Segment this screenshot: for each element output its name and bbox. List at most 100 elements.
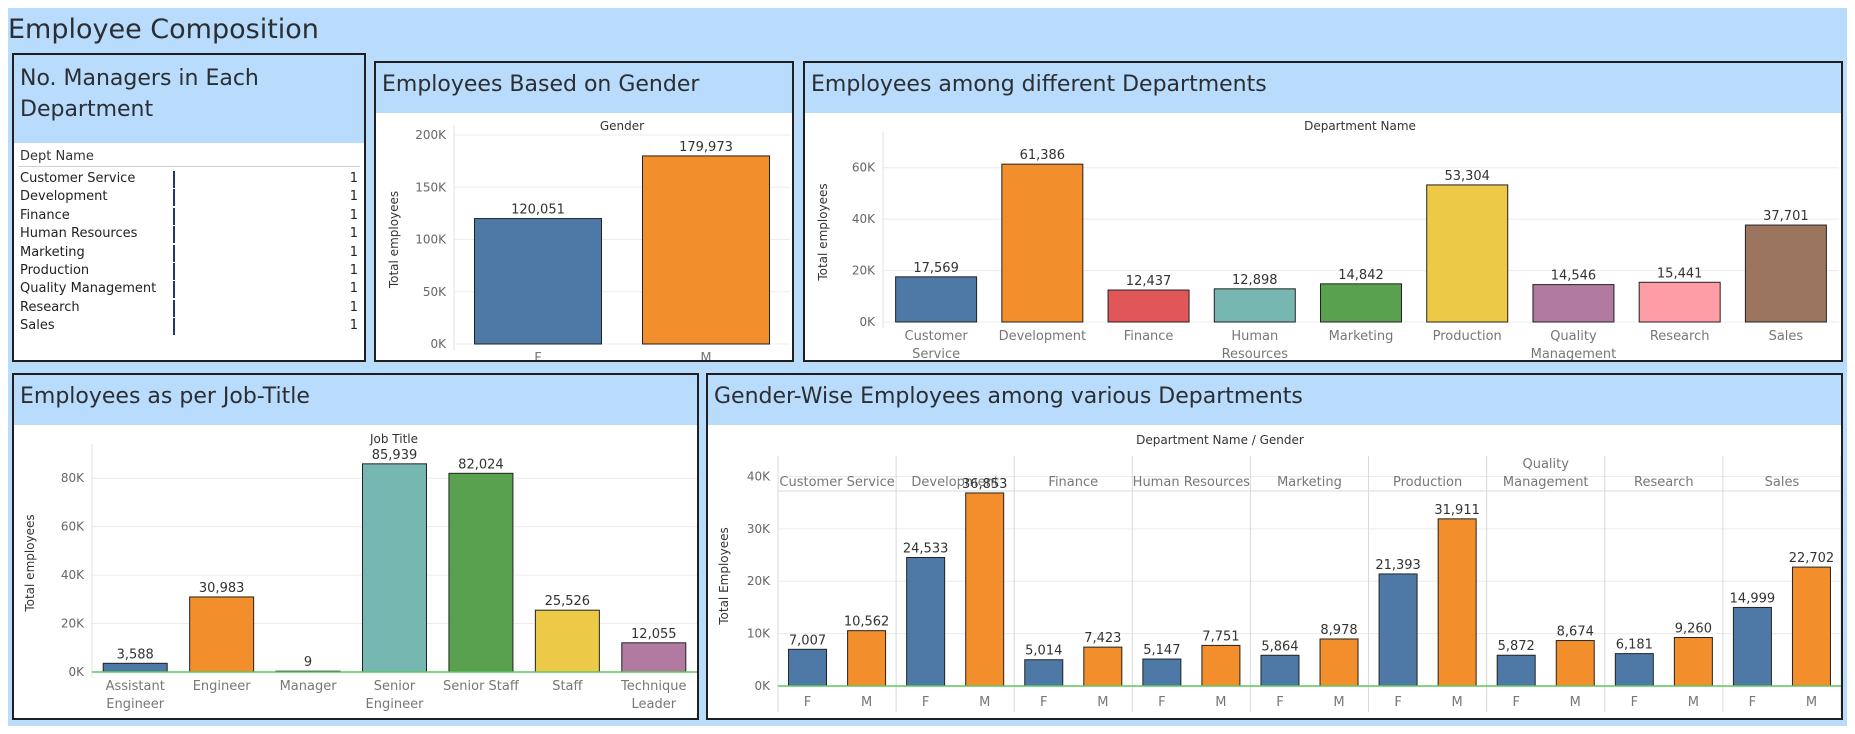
x-tick-label: F (1394, 695, 1401, 710)
dept-name-cell: Sales (20, 318, 55, 334)
dept-name-cell: Marketing (20, 244, 85, 260)
y-axis-label: Total employees (387, 191, 401, 289)
managers-table-row: Customer Service 1 (14, 168, 364, 190)
manager-count-cell: 1 (349, 171, 358, 186)
x-tick-label: Staff (552, 679, 583, 694)
chart-title: Department Name / Gender (1136, 433, 1304, 447)
data-label: 24,533 (903, 541, 949, 556)
manager-count-cell: 1 (349, 244, 358, 260)
bar (1001, 163, 1084, 323)
x-tick-label: Sales (1769, 329, 1804, 344)
data-label: 25,526 (545, 594, 591, 609)
departments-panel: Employees among different Departments De… (803, 61, 1843, 362)
data-label: 9,260 (1675, 621, 1712, 636)
x-tick-label: Resources (1222, 347, 1289, 360)
bar (1744, 224, 1827, 323)
group-label: Sales (1765, 475, 1800, 490)
bar (1732, 606, 1772, 687)
dept-name-cell: Human Resources (20, 226, 138, 242)
x-tick-label: F (1276, 695, 1283, 710)
data-label: 12,898 (1232, 273, 1278, 288)
data-label: 120,051 (511, 203, 565, 218)
bar (534, 609, 600, 673)
y-tick-label: 150K (415, 180, 447, 194)
y-axis-label: Total employees (816, 183, 830, 281)
dashboard-title: Employee Composition (8, 14, 319, 45)
dept-name-cell: Finance (20, 207, 70, 223)
data-label: 5,014 (1025, 644, 1062, 659)
bar (1201, 644, 1241, 687)
y-tick-label: 0K (859, 315, 876, 329)
x-tick-label: M (700, 351, 711, 360)
x-tick-label: Engineer (366, 697, 425, 712)
bar (1320, 283, 1402, 323)
manager-count-cell: 1 (349, 299, 358, 315)
x-tick-label: M (1452, 695, 1463, 710)
bar (102, 662, 168, 673)
data-label: 21,393 (1375, 558, 1421, 573)
manager-count-bar (173, 318, 175, 336)
managers-panel: No. Managers in Each Department Dept Nam… (12, 53, 366, 362)
data-label: 8,674 (1557, 625, 1594, 640)
bar (965, 492, 1005, 687)
x-tick-label: Manager (280, 679, 338, 694)
y-tick-label: 20K (747, 574, 771, 588)
y-tick-label: 40K (61, 568, 85, 582)
job-title-panel-title: Employees as per Job-Title (14, 375, 697, 425)
manager-count-cell: 1 (349, 207, 358, 223)
bar (1638, 281, 1721, 323)
data-label: 12,055 (631, 627, 677, 642)
manager-count-cell: 1 (349, 226, 358, 242)
group-label: Management (1503, 475, 1589, 490)
bar (1791, 566, 1831, 687)
data-label: 10,562 (844, 615, 890, 630)
y-tick-label: 100K (415, 233, 447, 247)
bar (1378, 573, 1418, 687)
data-label: 7,007 (789, 633, 826, 648)
managers-table-row: Human Resources 1 (14, 223, 364, 245)
data-label: 9 (304, 655, 312, 670)
data-label: 6,181 (1616, 638, 1653, 653)
x-tick-label: Marketing (1329, 329, 1394, 344)
bar (1024, 659, 1064, 687)
bar (1555, 640, 1595, 687)
x-tick-label: M (1215, 695, 1226, 710)
x-tick-label: Engineer (106, 697, 165, 712)
y-tick-label: 60K (852, 161, 876, 175)
x-tick-label: F (1749, 695, 1756, 710)
bar (895, 276, 978, 323)
x-tick-label: Quality (1550, 329, 1597, 344)
data-label: 22,702 (1789, 551, 1835, 566)
bar (642, 155, 770, 345)
x-tick-label: F (1512, 695, 1519, 710)
data-label: 5,147 (1143, 643, 1180, 658)
y-tick-label: 0K (68, 665, 85, 679)
gender-department-chart: Department Name / Gender 0K 10K 20K 30K 40K To… (717, 433, 1841, 712)
managers-table-row: Sales 1 (14, 315, 364, 337)
bar (448, 472, 514, 673)
managers-table-row: Finance 1 (14, 205, 364, 227)
manager-count-cell: 1 (349, 281, 358, 297)
x-tick-label: Finance (1124, 329, 1174, 344)
managers-column-header: Dept Name (20, 149, 94, 164)
job-title-panel: Employees as per Job-Title Job Title 0K 20… (12, 373, 699, 720)
manager-count-bar (173, 189, 175, 207)
group-label: Production (1393, 475, 1462, 490)
x-tick-label: M (979, 695, 990, 710)
x-tick-label: Human (1231, 329, 1278, 344)
dept-name-cell: Development (20, 189, 108, 205)
data-label: 30,983 (199, 581, 245, 596)
manager-count-bar (173, 263, 175, 280)
bar (1213, 288, 1296, 323)
bar (1614, 653, 1654, 687)
group-label: Finance (1048, 475, 1098, 490)
x-tick-label: Assistant (106, 679, 165, 694)
departments-chart: Department Name 0K 20K 40K 60K Total employee… (816, 119, 1839, 360)
group-label: Human Resources (1133, 475, 1251, 490)
data-label: 8,978 (1320, 623, 1357, 638)
data-label: 31,911 (1434, 503, 1480, 518)
y-tick-label: 40K (852, 212, 876, 226)
manager-count-bar (173, 171, 175, 188)
gender-panel: Employees Based on Gender Gender 0K 50K 100… (374, 61, 794, 362)
managers-table-row: Marketing 1 (14, 242, 364, 264)
